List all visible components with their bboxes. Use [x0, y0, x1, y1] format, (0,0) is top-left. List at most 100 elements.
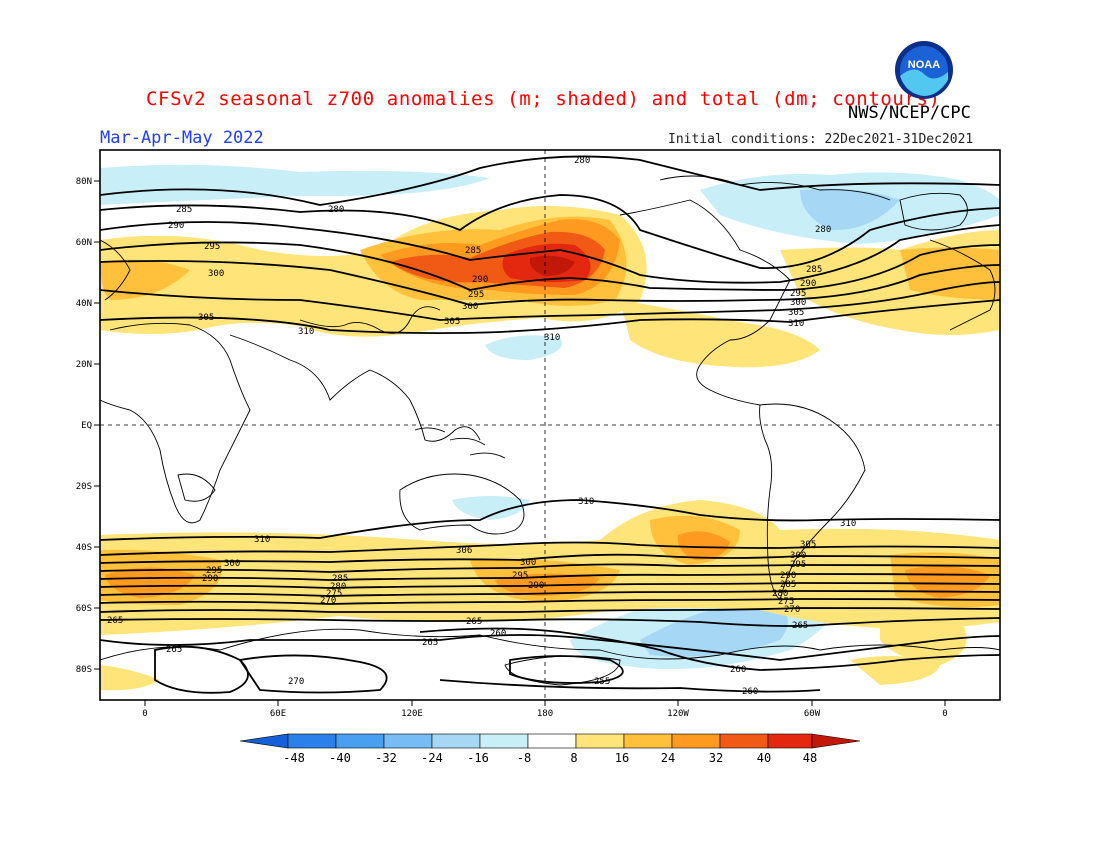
contour-label: 260 [730, 665, 746, 675]
contour-305-south [100, 541, 1000, 556]
pos-anomaly-southindian-24 [105, 567, 195, 598]
lat-tick-label: 40N [76, 299, 92, 309]
lon-tick-label: 60W [804, 709, 821, 719]
colorbar-swatch [527, 733, 577, 749]
contour-265-south [100, 617, 1000, 627]
colorbar-label: 8 [570, 751, 577, 765]
contour-label: 300 [224, 559, 240, 569]
colorbar-label: -48 [283, 751, 305, 765]
lon-axis: 0 60E 120E 180 120W 60W 0 [142, 700, 948, 719]
neg-anomaly-southpacific-core [640, 600, 788, 657]
contour-label: 290 [780, 571, 796, 581]
contour-label: 300 [520, 558, 536, 568]
contour-label: 295 [790, 289, 806, 299]
pos-anomaly-europe-16 [100, 259, 190, 300]
contour-label: 265 [422, 638, 438, 648]
colorbar-labels: -48 -40 -32 -24 -16 -8 8 16 24 32 40 48 [283, 751, 817, 765]
lat-tick-label: 80N [76, 177, 92, 187]
colorbar-label: -8 [517, 751, 531, 765]
contour-label: 310 [298, 327, 314, 337]
contour-265-loop [154, 645, 249, 694]
contour-260-bottom [439, 679, 821, 693]
contour-285-south [100, 582, 1000, 589]
contour-295-north [100, 241, 1000, 291]
contour-label: 310 [544, 333, 560, 343]
contour-270-loop [238, 654, 388, 694]
contour-265-south-inner [100, 634, 1000, 661]
contour-300-south [100, 553, 1000, 564]
contour-label: 290 [800, 279, 816, 289]
coast-asia-mid [299, 306, 441, 334]
contour-label: 280 [772, 589, 788, 599]
contour-label: 285 [806, 265, 822, 275]
contour-290-north [100, 221, 1000, 284]
contour-label: 290 [528, 581, 544, 591]
lon-tick-label: 0 [142, 709, 147, 719]
contour-label: 270 [320, 596, 336, 606]
contour-label: 295 [468, 290, 484, 300]
contour-label: 285 [176, 205, 192, 215]
neg-anomaly-australia [452, 496, 530, 520]
colorbar-swatch [719, 733, 769, 749]
contour-285-north [100, 194, 1000, 269]
contour-260-south [419, 627, 1000, 671]
lon-tick-label: 120E [401, 709, 423, 719]
neg-anomaly-canada-core [800, 188, 900, 231]
coast-africa-south [177, 473, 216, 502]
coast-greenland [899, 192, 968, 231]
contour-label: 285 [465, 246, 481, 256]
height-contours [100, 155, 1000, 694]
contour-label: 285 [332, 574, 348, 584]
contour-label: 310 [254, 535, 270, 545]
contour-label: 305 [788, 308, 804, 318]
contour-label: 280 [330, 582, 346, 592]
colorbar-swatch [479, 733, 529, 749]
contour-label: 300 [462, 302, 478, 312]
coast-asia-south [229, 334, 481, 442]
contour-label: 300 [790, 551, 806, 561]
chart-title: CFSv2 seasonal z700 anomalies (m; shaded… [146, 88, 941, 110]
contour-label: 290 [168, 221, 184, 231]
contour-label: 285 [780, 580, 796, 590]
contour-label: 300 [208, 269, 224, 279]
coast-europe-east [929, 239, 996, 331]
colorbar-swatch [671, 733, 721, 749]
contour-label: 265 [792, 621, 808, 631]
lat-tick-label: 60N [76, 238, 92, 248]
pos-anomaly-antarctic-west [100, 665, 160, 691]
colorbar-swatch [767, 733, 813, 749]
contour-label: 310 [788, 319, 804, 329]
neg-anomaly-npacific [485, 335, 562, 360]
colorbar-label: 40 [757, 751, 771, 765]
coast-southamerica [759, 403, 866, 601]
contour-310-north [100, 299, 1000, 335]
contour-label: 265 [107, 616, 123, 626]
colorbar-swatch [575, 733, 625, 749]
contour-255-south [509, 655, 624, 684]
contour-label: 295 [512, 571, 528, 581]
lon-tick-label: 180 [537, 709, 553, 719]
coast-northamerica [619, 199, 791, 406]
pos-anomaly-northamerica [620, 300, 820, 368]
colorbar-label: -32 [375, 751, 397, 765]
contour-305-north [100, 281, 1000, 321]
agency-label: NWS/NCEP/CPC [848, 103, 971, 123]
contour-label: 290 [472, 275, 488, 285]
colorbar-swatch [383, 733, 433, 749]
colorbar-swatch [239, 733, 289, 749]
noaa-logo-text: NOAA [908, 59, 940, 71]
coast-europe-west [100, 239, 131, 301]
contour-label: 270 [288, 677, 304, 687]
colorbar-swatch [623, 733, 673, 749]
contour-label: 295 [206, 566, 222, 576]
contour-290-south [100, 573, 1000, 581]
colorbar-label: -24 [421, 751, 443, 765]
contour-280-north [100, 155, 1000, 206]
contour-310-south [100, 499, 1000, 541]
contour-300-north [100, 260, 1000, 306]
contour-label: 290 [202, 574, 218, 584]
colorbar-swatch [287, 733, 337, 749]
colorbar-label: 24 [661, 751, 675, 765]
contour-label: 306 [456, 546, 472, 556]
